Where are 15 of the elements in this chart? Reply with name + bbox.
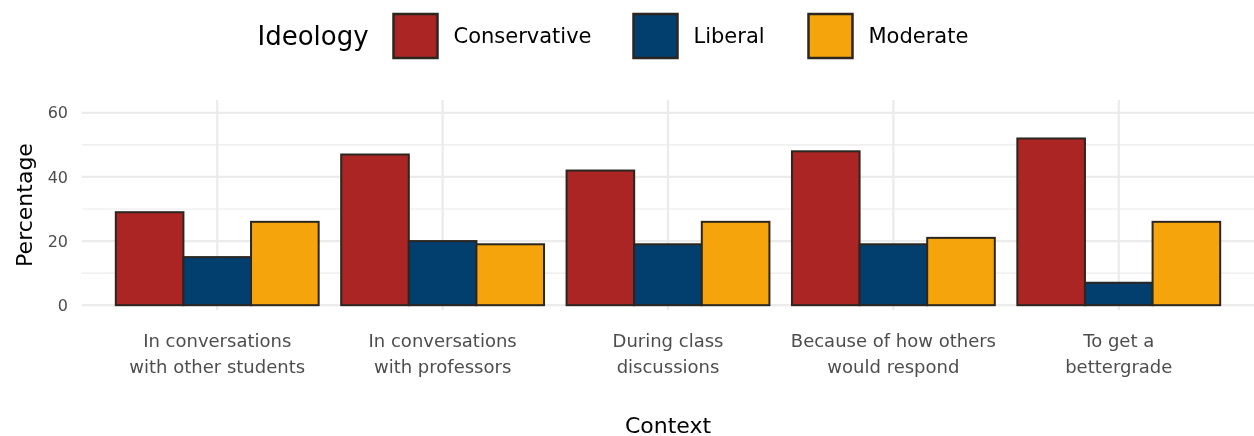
y-axis-title: Percentage <box>12 143 37 267</box>
x-axis-title: Context <box>624 413 712 436</box>
legend-title: Ideology <box>257 21 369 52</box>
y-tick-label: 60 <box>47 103 68 123</box>
legend-label: Conservative <box>453 24 592 49</box>
legend-label: Liberal <box>693 24 765 49</box>
y-tick-label: 20 <box>47 231 68 251</box>
x-tick-label: In conversations with professors <box>368 330 517 377</box>
x-tick-label: In conversations with other students <box>129 330 306 377</box>
y-tick-label: 0 <box>57 295 68 315</box>
x-tick-label: During class discussions <box>612 330 724 377</box>
x-tick-label: Because of how others would respond <box>790 330 996 377</box>
y-tick-label: 40 <box>47 167 68 187</box>
legend-label: Moderate <box>868 24 969 49</box>
x-tick-label: To get a bettergrade <box>1065 330 1173 377</box>
